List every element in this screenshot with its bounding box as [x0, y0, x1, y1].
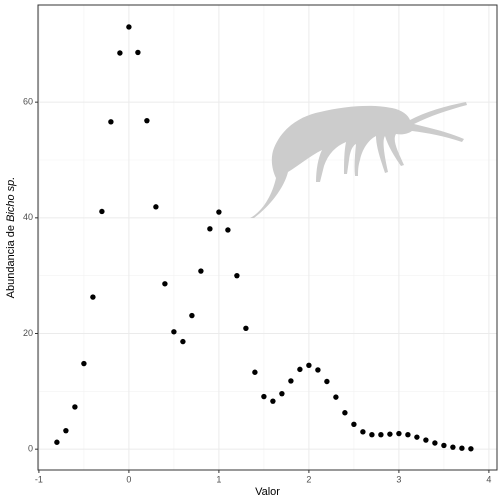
point [162, 281, 168, 287]
point [459, 445, 465, 451]
x-tick-label: 4 [486, 474, 491, 484]
point [297, 366, 303, 373]
point [216, 209, 222, 215]
insect-silhouette [250, 102, 467, 218]
point [63, 427, 69, 434]
point [99, 208, 105, 215]
point [234, 272, 240, 279]
point [252, 369, 258, 375]
y-tick-label: 40 [23, 212, 33, 222]
y-axis-title-main: Abundancia de [5, 225, 17, 298]
point [243, 325, 249, 332]
point [333, 394, 339, 400]
panel [38, 5, 497, 470]
point [126, 24, 132, 30]
point [423, 437, 429, 443]
point [117, 50, 123, 56]
point [225, 227, 231, 233]
point [315, 367, 321, 373]
point [378, 432, 384, 438]
point [360, 429, 366, 435]
x-tick-label: 1 [216, 474, 221, 484]
point [72, 404, 78, 410]
panel-border [37, 4, 498, 471]
point [405, 432, 411, 438]
point [189, 312, 195, 319]
grid [38, 5, 497, 470]
point [387, 431, 393, 437]
x-tick-label: 3 [396, 474, 401, 484]
y-tick-label: 60 [23, 97, 33, 107]
point [261, 393, 267, 400]
point [270, 398, 276, 404]
point [207, 226, 213, 232]
point [279, 390, 285, 397]
point [369, 432, 375, 438]
point [135, 49, 141, 56]
point [450, 444, 456, 450]
point [288, 378, 294, 384]
point [306, 362, 312, 369]
point [441, 442, 447, 449]
x-axis-title: Valor [255, 486, 280, 498]
point [432, 440, 438, 446]
point [396, 430, 402, 437]
point [351, 421, 357, 428]
point [153, 204, 159, 210]
point [144, 117, 150, 124]
point [414, 434, 420, 440]
point [180, 338, 186, 345]
x-tick-label: 0 [126, 474, 131, 484]
point [81, 360, 87, 367]
x-tick-label: 2 [306, 474, 311, 484]
x-tick-label: -1 [35, 474, 43, 484]
y-axis-title: Abundancia de Bicho sp. [5, 177, 17, 299]
point [324, 378, 330, 385]
y-tick-label: 20 [23, 328, 33, 338]
point [108, 119, 114, 125]
point [90, 294, 96, 300]
point [342, 410, 348, 416]
y-axis-title-italic: Bicho sp. [5, 177, 17, 222]
marks [54, 24, 474, 452]
point [171, 329, 177, 335]
y-tick-label: 0 [28, 444, 33, 454]
point [54, 439, 60, 445]
point [198, 268, 204, 274]
point [468, 446, 474, 452]
